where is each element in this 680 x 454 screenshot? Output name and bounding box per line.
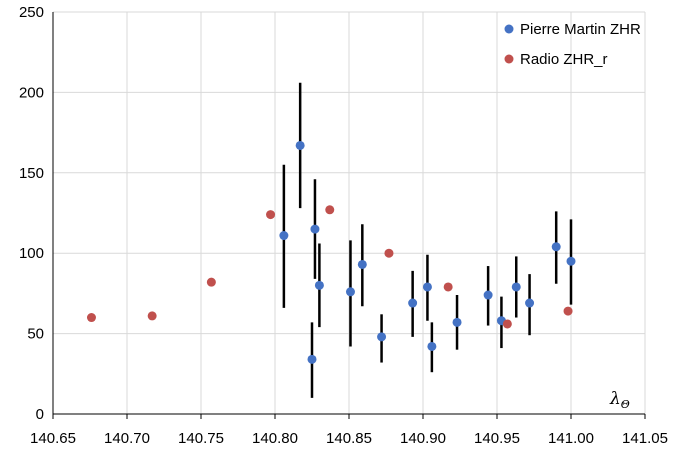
pierre-martin-point	[345, 287, 355, 297]
pierre-martin-point	[279, 231, 289, 241]
pierre-martin-point	[377, 332, 387, 342]
pierre-martin-point	[408, 298, 418, 308]
axes	[52, 12, 646, 419]
radio-point	[206, 277, 216, 287]
data-points	[86, 140, 576, 364]
legend-marker	[504, 24, 514, 34]
pierre-martin-point	[307, 354, 317, 364]
x-tick-label: 140.65	[30, 430, 76, 447]
pierre-martin-point	[314, 280, 324, 290]
y-tick-labels: 0 50 100 150 200 250	[19, 4, 44, 423]
legend-label: Pierre Martin ZHR	[520, 21, 641, 38]
radio-point	[147, 311, 157, 321]
pierre-martin-point	[310, 224, 320, 234]
radio-point	[384, 248, 394, 258]
y-tick-label: 150	[19, 165, 44, 182]
x-tick-label: 140.70	[104, 430, 150, 447]
error-bars	[282, 82, 573, 398]
legend-label: Radio ZHR_r	[520, 51, 608, 68]
pierre-martin-point	[357, 259, 367, 269]
y-tick-label: 200	[19, 84, 44, 101]
x-tick-label: 140.85	[326, 430, 372, 447]
pierre-martin-point	[525, 298, 535, 308]
x-tick-label: 141.00	[548, 430, 594, 447]
pierre-martin-point	[483, 290, 493, 300]
pierre-martin-point	[422, 282, 432, 292]
x-tick-label: 140.95	[474, 430, 520, 447]
legend-marker	[504, 54, 514, 64]
gridlines	[53, 11, 646, 414]
radio-point	[502, 319, 512, 329]
y-tick-label: 250	[19, 4, 44, 21]
y-tick-label: 0	[36, 406, 44, 423]
x-tick-label: 140.75	[178, 430, 224, 447]
pierre-martin-point	[566, 256, 576, 266]
x-tick-label: 140.80	[252, 430, 298, 447]
pierre-martin-point	[452, 317, 462, 327]
pierre-martin-point	[295, 140, 305, 150]
x-tick-label: 141.05	[622, 430, 668, 447]
pierre-martin-point	[511, 282, 521, 292]
pierre-martin-point	[427, 341, 437, 351]
y-tick-label: 100	[19, 245, 44, 262]
radio-point	[86, 313, 96, 323]
x-axis-title: λΘ	[609, 389, 630, 411]
radio-point	[266, 210, 276, 220]
radio-point	[563, 306, 573, 316]
x-tick-labels: 140.65 140.70 140.75 140.80 140.85 140.90 140.…	[30, 430, 668, 447]
x-tick-label: 140.90	[400, 430, 446, 447]
y-tick-label: 50	[27, 326, 44, 343]
pierre-martin-point	[551, 242, 561, 252]
legend: Pierre Martin ZHR Radio ZHR_r	[504, 21, 641, 68]
radio-point	[325, 205, 335, 215]
radio-point	[443, 282, 453, 292]
